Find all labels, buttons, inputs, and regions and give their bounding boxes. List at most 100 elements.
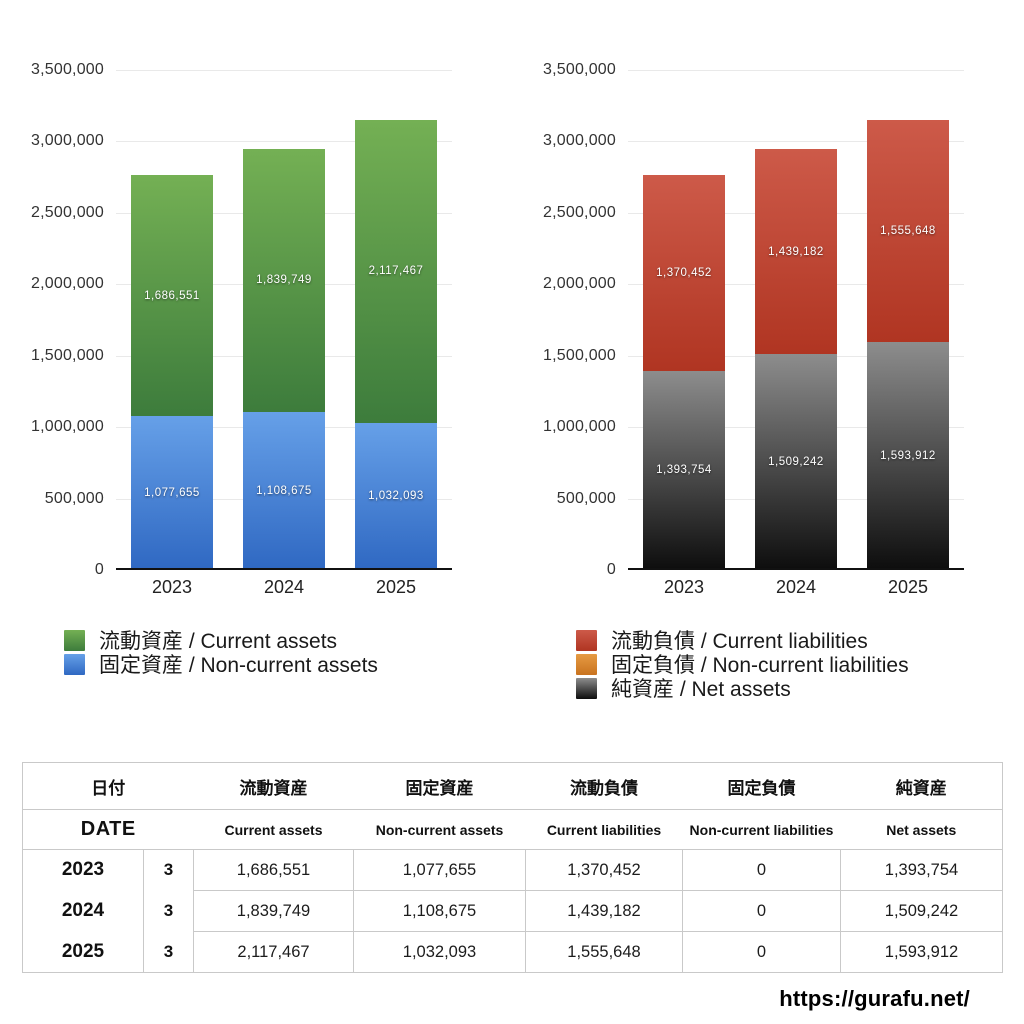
table-header-cell: 日付: [22, 762, 194, 810]
bar-2024: 1,509,242 1,439,182: [755, 148, 837, 570]
value-cell: 2,117,467: [193, 931, 354, 973]
bar-value-label: 1,593,912: [880, 450, 936, 463]
bar-2023: 1,393,754 1,370,452: [643, 175, 725, 570]
table-header-cell: Non-current liabilities: [682, 809, 841, 850]
assets-x-axis-line: [116, 568, 452, 570]
bar-value-label: 1,839,749: [256, 274, 312, 287]
x-axis-category-label: 2023: [151, 577, 193, 597]
legend-color-swatch: [64, 629, 85, 651]
y-axis-tick-label: 2,500,000: [543, 203, 616, 221]
legend-label: 固定資産 / Non-current assets: [99, 654, 378, 677]
legend-color-swatch: [576, 677, 597, 699]
assets-legend: 流動資産 / Current assets 固定資産 / Non-current …: [64, 628, 454, 677]
table-header-cell: Non-current assets: [353, 809, 526, 850]
bar-segment: 1,108,675: [243, 411, 325, 570]
y-axis-tick-label: 1,500,000: [31, 346, 104, 364]
charts-row: 0 500,000 1,000,000 1,500,000 2,000,000 2,500…: [20, 61, 966, 701]
y-axis-tick-label: 500,000: [44, 489, 104, 507]
gridline: [116, 70, 452, 71]
value-cell: 1,593,912: [840, 931, 1003, 973]
bar-value-label: 1,370,452: [656, 267, 712, 280]
table-header-cell: Current assets: [193, 809, 354, 850]
assets-y-axis-labels: 0 500,000 1,000,000 1,500,000 2,000,000 2,500…: [20, 61, 116, 578]
y-axis-tick-label: 3,000,000: [31, 132, 104, 150]
bar-value-label: 1,108,675: [256, 484, 312, 497]
legend-label: 純資産 / Net assets: [611, 678, 791, 701]
y-axis-tick-label: 2,500,000: [31, 203, 104, 221]
bar-value-label: 2,117,467: [368, 265, 424, 278]
year-cell: 2024: [22, 890, 144, 932]
assets-chart-area: 0 500,000 1,000,000 1,500,000 2,000,000 2,500…: [20, 61, 454, 578]
legend-item: 固定資産 / Non-current assets: [64, 652, 454, 677]
table-header-row-jp: 日付 流動資産 固定資産 流動負債 固定負債 純資産: [22, 762, 1003, 810]
month-cell: 3: [143, 931, 194, 973]
y-axis-tick-label: 3,000,000: [543, 132, 616, 150]
month-cell: 3: [143, 849, 194, 891]
value-cell: 1,686,551: [193, 849, 354, 891]
site-url: https://gurafu.net/: [779, 986, 970, 1011]
table-row: 2025 3 2,117,467 1,032,093 1,555,648 0 1,593,9…: [22, 931, 1003, 973]
liabilities-y-axis-labels: 0 500,000 1,000,000 1,500,000 2,000,000 2,500…: [532, 61, 628, 578]
y-axis-tick-label: 0: [94, 561, 104, 578]
y-axis-tick-label: 1,500,000: [543, 346, 616, 364]
bar-2025: 1,032,093 2,117,467: [355, 120, 437, 570]
table-header-cell: 純資産: [840, 762, 1003, 810]
table-header-cell: 流動負債: [525, 762, 683, 810]
y-axis-tick-label: 500,000: [556, 489, 616, 507]
x-axis-category-label: 2025: [887, 577, 929, 597]
x-axis-category-label: 2025: [375, 577, 417, 597]
legend-item: 流動資産 / Current assets: [64, 628, 454, 653]
bar-segment: 1,686,551: [131, 175, 213, 417]
bar-value-label: 1,393,754: [656, 464, 712, 477]
assets-stacked-bar-chart: 0 500,000 1,000,000 1,500,000 2,000,000 2,500…: [20, 61, 454, 700]
legend-label: 流動負債 / Current liabilities: [611, 630, 868, 653]
gridline: [116, 141, 452, 143]
value-cell: 1,509,242: [840, 890, 1003, 932]
assets-plot-area: 1,077,655 1,686,551 1,108,675 1,839,749 1,03…: [116, 70, 452, 570]
value-cell: 1,439,182: [525, 890, 683, 932]
y-axis-tick-label: 1,000,000: [543, 418, 616, 436]
assets-bars: 1,077,655 1,686,551 1,108,675 1,839,749 1,03…: [116, 70, 452, 570]
y-axis-tick-label: 3,500,000: [31, 61, 104, 78]
bar-value-label: 1,032,093: [368, 490, 424, 503]
bar-value-label: 1,439,182: [768, 245, 824, 258]
legend-color-swatch: [576, 653, 597, 675]
table-row: 2023 3 1,686,551 1,077,655 1,370,452 0 1,393,7…: [22, 849, 1003, 891]
legend-item: 純資産 / Net assets: [576, 676, 966, 701]
month-cell: 3: [143, 890, 194, 932]
table-header-cell: Net assets: [840, 809, 1003, 850]
bar-segment: 1,839,749: [243, 148, 325, 412]
x-axis-category-label: 2024: [263, 577, 305, 597]
legend-label: 固定負債 / Non-current liabilities: [611, 654, 909, 677]
x-axis-category-label: 2023: [663, 577, 705, 597]
bar-segment: 1,032,093: [355, 422, 437, 570]
year-cell: 2025: [22, 931, 144, 973]
liabilities-plot-area: 1,393,754 1,370,452 1,509,242 1,439,182 1,59…: [628, 70, 964, 570]
year-cell: 2023: [22, 849, 144, 891]
value-cell: 1,370,452: [525, 849, 683, 891]
assets-x-axis-labels: 2023 2024 2025: [116, 570, 452, 598]
x-axis-category-label: 2024: [775, 577, 817, 597]
bar-segment: 1,593,912: [867, 342, 949, 570]
y-axis-tick-label: 2,000,000: [543, 275, 616, 293]
bar-segment: 1,077,655: [131, 416, 213, 570]
legend-color-swatch: [64, 653, 85, 675]
liabilities-stacked-bar-chart: 0 500,000 1,000,000 1,500,000 2,000,000 2,500…: [532, 61, 966, 701]
liabilities-chart-area: 0 500,000 1,000,000 1,500,000 2,000,000 2,500…: [532, 61, 966, 578]
liabilities-legend: 流動負債 / Current liabilities 固定負債 / Non-cur…: [576, 628, 966, 701]
bar-value-label: 1,686,551: [144, 289, 200, 302]
bar-2023: 1,077,655 1,686,551: [131, 175, 213, 570]
bar-segment: 1,393,754: [643, 370, 725, 570]
bar-value-label: 1,555,648: [880, 225, 936, 238]
liabilities-bars: 1,393,754 1,370,452 1,509,242 1,439,182 1,59…: [628, 70, 964, 570]
table-row: 2024 3 1,839,749 1,108,675 1,439,182 0 1,509,2…: [22, 890, 1003, 932]
gridline: [628, 70, 964, 71]
legend-item: 固定負債 / Non-current liabilities: [576, 652, 966, 677]
y-axis-tick-label: 0: [606, 561, 616, 578]
legend-color-swatch: [576, 629, 597, 651]
table-header-row-en: DATE Current assets Non-current assets Curr…: [22, 809, 1003, 850]
value-cell: 1,393,754: [840, 849, 1003, 891]
table-header-cell: 固定資産: [353, 762, 526, 810]
bar-2024: 1,108,675 1,839,749: [243, 148, 325, 570]
